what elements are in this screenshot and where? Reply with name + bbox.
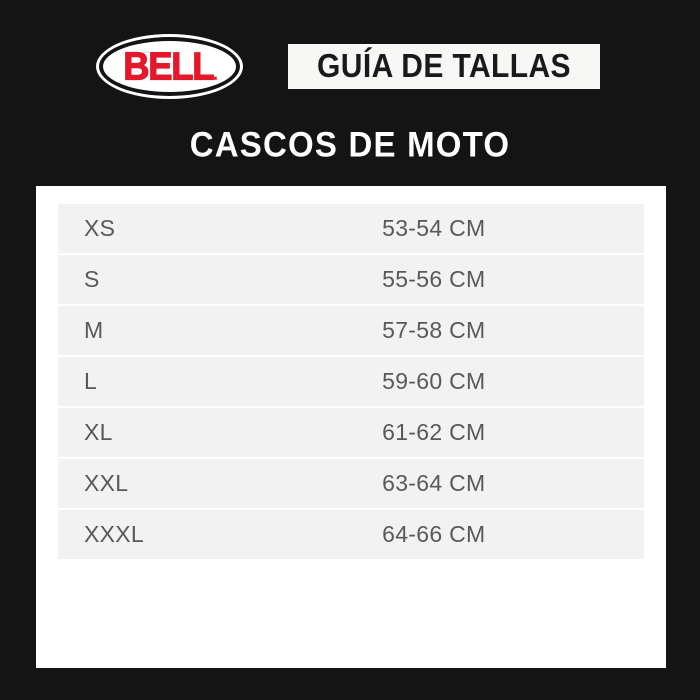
page-subtitle: CASCOS DE MOTO bbox=[189, 124, 511, 165]
size-label: XS bbox=[58, 204, 305, 253]
table-row: M 57-58 CM bbox=[58, 306, 644, 355]
page-title: GUÍA DE TALLAS bbox=[317, 47, 571, 85]
measure-value: 64-66 CM bbox=[304, 510, 644, 559]
measure-value: 59-60 CM bbox=[304, 357, 644, 406]
size-chart-panel: XS 53-54 CM S 55-56 CM M 57-58 CM L 59-6… bbox=[36, 186, 666, 668]
size-label: XXL bbox=[58, 459, 305, 508]
table-row: XS 53-54 CM bbox=[58, 204, 644, 253]
registered-mark: . bbox=[212, 64, 218, 84]
size-label: L bbox=[58, 357, 305, 406]
measure-value: 53-54 CM bbox=[304, 204, 644, 253]
table-row: L 59-60 CM bbox=[58, 357, 644, 406]
table-row: XXL 63-64 CM bbox=[58, 459, 644, 508]
measure-value: 61-62 CM bbox=[304, 408, 644, 457]
size-table: XS 53-54 CM S 55-56 CM M 57-58 CM L 59-6… bbox=[58, 202, 644, 561]
bell-oval-logo: BELL. bbox=[99, 37, 240, 96]
title-banner: GUÍA DE TALLAS bbox=[288, 44, 600, 89]
measure-value: 63-64 CM bbox=[304, 459, 644, 508]
size-label: M bbox=[58, 306, 305, 355]
table-row: XXXL 64-66 CM bbox=[58, 510, 644, 559]
size-label: XXXL bbox=[58, 510, 305, 559]
size-label: S bbox=[58, 255, 305, 304]
measure-value: 57-58 CM bbox=[304, 306, 644, 355]
brand-logo-label: BELL. bbox=[122, 44, 218, 89]
table-row: XL 61-62 CM bbox=[58, 408, 644, 457]
size-label: XL bbox=[58, 408, 305, 457]
size-table-body: XS 53-54 CM S 55-56 CM M 57-58 CM L 59-6… bbox=[58, 204, 644, 559]
table-row: S 55-56 CM bbox=[58, 255, 644, 304]
header: BELL. GUÍA DE TALLAS CASCOS DE MOTO bbox=[0, 0, 700, 164]
measure-value: 55-56 CM bbox=[304, 255, 644, 304]
